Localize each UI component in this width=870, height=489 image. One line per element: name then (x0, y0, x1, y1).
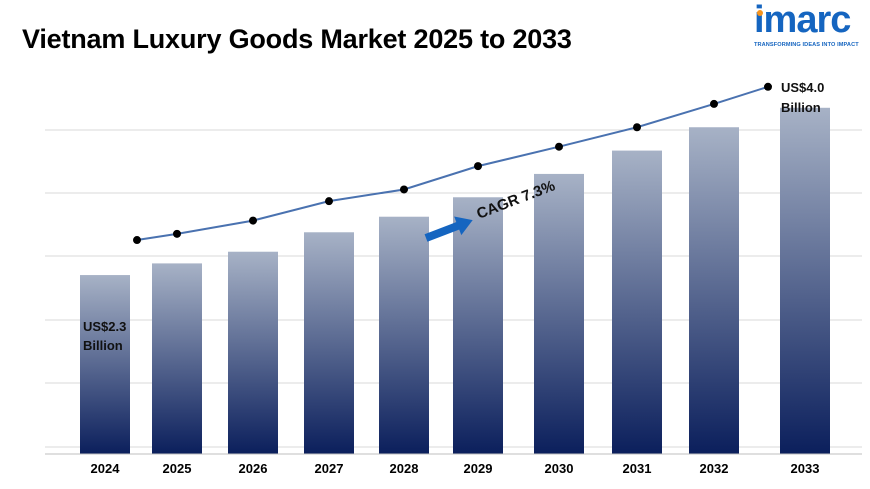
start-unit-label: Billion (83, 338, 123, 353)
trend-point-2030 (555, 142, 563, 151)
logo-wordmark: imarc (754, 0, 851, 41)
bar-2027 (304, 232, 354, 454)
bar-2032 (689, 127, 739, 455)
start-annotation: US$2.3 Billion (83, 319, 126, 353)
page-title: Vietnam Luxury Goods Market 2025 to 2033 (22, 24, 572, 54)
x-tick-label: 2031 (623, 461, 652, 476)
logo-tagline: TRANSFORMING IDEAS INTO IMPACT (754, 42, 859, 48)
trend-point-2028 (400, 185, 408, 194)
bar-2029 (453, 197, 503, 454)
trend-line-path (136, 85, 769, 242)
x-tick-label: 2028 (390, 461, 419, 476)
end-unit-label: Billion (781, 100, 821, 115)
trend-line (133, 82, 772, 245)
bar-2033 (780, 107, 830, 454)
end-value-label: US$4.0 (781, 80, 824, 95)
cagr-arrow-icon (424, 221, 462, 242)
x-tick-label: 2032 (700, 461, 729, 476)
trend-point-2025 (173, 229, 181, 238)
trend-point-2027 (325, 197, 333, 206)
imarc-logo[interactable]: imarc TRANSFORMING IDEAS INTO IMPACT (752, 0, 864, 52)
x-tick-label: 2025 (163, 461, 192, 476)
x-axis: 2024 2025 2026 2027 2028 2029 2030 2031 2032 2033 (91, 461, 820, 476)
bar-2024 (80, 275, 130, 454)
bar-2026 (228, 251, 278, 454)
bar-2030 (534, 173, 584, 455)
bars (45, 107, 862, 455)
trend-point-2031 (633, 123, 641, 132)
bar-2028 (379, 216, 429, 454)
trend-point-2029 (474, 162, 482, 171)
trend-point-2026 (249, 216, 257, 225)
end-annotation: US$4.0 Billion (781, 80, 824, 115)
x-tick-label: 2026 (239, 461, 268, 476)
logo-dot-icon (757, 10, 763, 16)
trend-point-2024 (133, 236, 141, 245)
trend-point-2032 (710, 99, 718, 108)
start-value-label: US$2.3 (83, 319, 126, 334)
x-tick-label: 2024 (91, 461, 121, 476)
x-tick-label: 2033 (791, 461, 820, 476)
trend-point-2033 (764, 82, 772, 91)
bar-2031 (612, 150, 662, 454)
x-tick-label: 2029 (464, 461, 493, 476)
x-tick-label: 2030 (545, 461, 574, 476)
x-tick-label: 2027 (315, 461, 344, 476)
bar-2025 (152, 263, 202, 454)
cagr-arrowhead-icon (454, 216, 473, 236)
